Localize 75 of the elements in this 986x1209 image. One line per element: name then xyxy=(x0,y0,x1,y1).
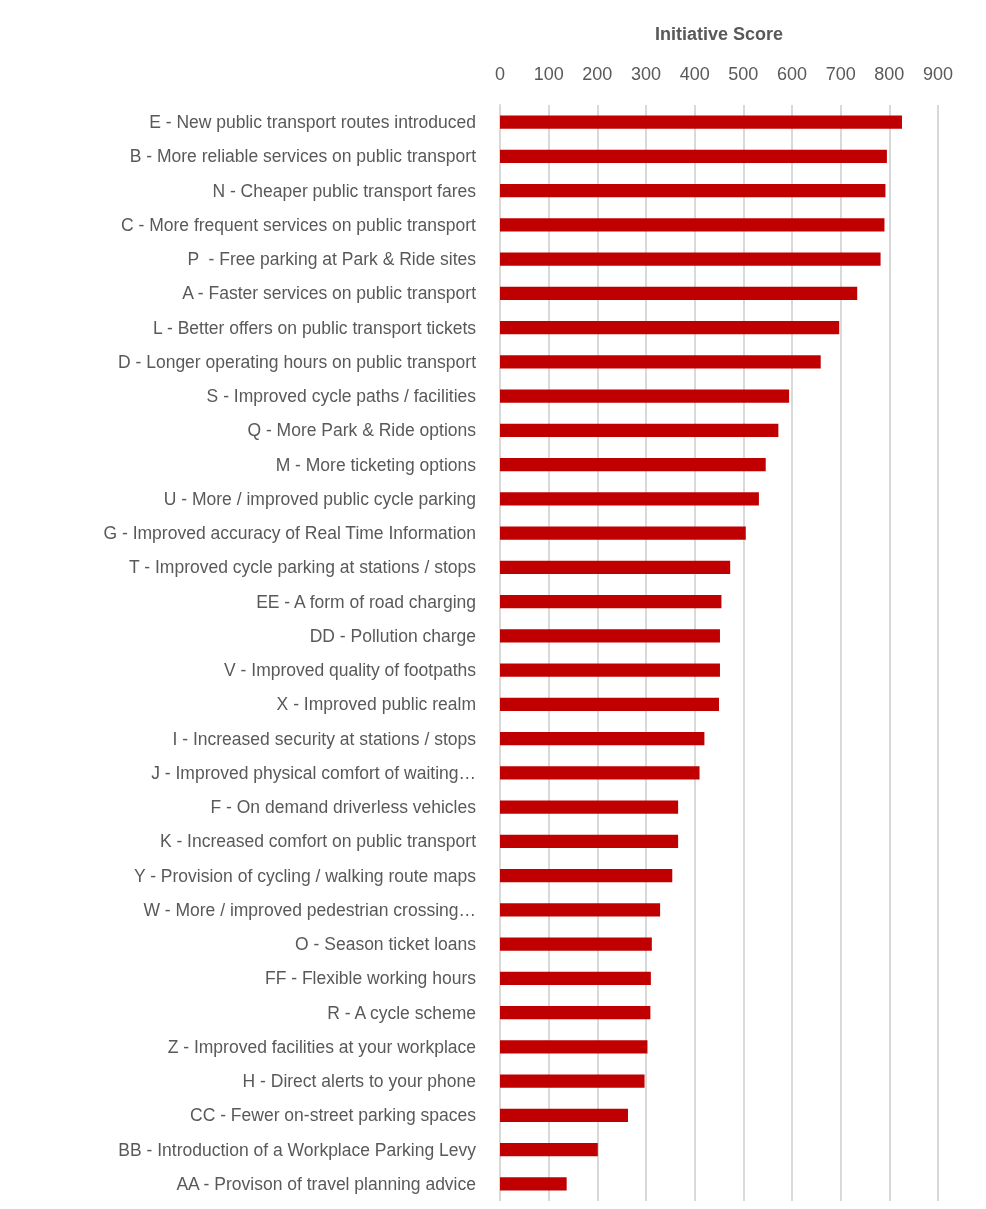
bar xyxy=(500,252,881,266)
y-tick-label: A - Faster services on public transport xyxy=(182,283,477,304)
bar xyxy=(500,389,790,403)
bar xyxy=(500,766,700,780)
y-tick-label: S - Improved cycle paths / facilities xyxy=(206,386,477,407)
bar xyxy=(500,595,722,609)
x-tick-label: 500 xyxy=(728,64,759,84)
bar xyxy=(500,526,746,540)
bar xyxy=(500,834,679,848)
bar xyxy=(500,560,731,574)
bar xyxy=(500,1143,598,1157)
bar xyxy=(500,1040,648,1054)
bar xyxy=(500,903,661,917)
bar xyxy=(500,355,821,369)
bar xyxy=(500,937,652,951)
bar xyxy=(500,1177,567,1191)
bar xyxy=(500,115,902,129)
y-tick-label: U - More / improved public cycle parking xyxy=(163,488,476,509)
x-tick-label: 0 xyxy=(494,64,506,84)
bar xyxy=(500,458,766,472)
x-tick-label: 100 xyxy=(533,64,564,84)
bar xyxy=(500,697,719,711)
y-tick-label: E - New public transport routes introduced xyxy=(149,112,476,133)
bar xyxy=(500,423,779,437)
bar xyxy=(500,663,720,677)
y-tick-label: EE - A form of road charging xyxy=(256,591,476,612)
bar xyxy=(500,732,705,746)
y-tick-label: B - More reliable services on public transport xyxy=(129,146,477,167)
bar xyxy=(500,869,673,883)
y-tick-label: BB - Introduction of a Workplace Parking Levy xyxy=(118,1139,477,1160)
y-tick-label: N - Cheaper public transport fares xyxy=(212,180,477,201)
y-tick-label: K - Increased comfort on public transport xyxy=(159,831,477,852)
bar xyxy=(500,1108,628,1122)
y-tick-label: P - Free parking at Park & Ride sites xyxy=(187,249,477,270)
bar xyxy=(500,184,886,198)
bar xyxy=(500,286,858,300)
y-tick-label: F - On demand driverless vehicles xyxy=(210,797,477,818)
bar xyxy=(500,218,885,232)
y-tick-label: D - Longer operating hours on public transport xyxy=(118,351,477,372)
bar xyxy=(500,149,887,163)
y-tick-label: FF - Flexible working hours xyxy=(264,968,477,989)
y-tick-label: V - Improved quality of footpaths xyxy=(224,660,477,681)
y-tick-label: Q - More Park & Ride options xyxy=(247,420,477,441)
x-tick-label: 600 xyxy=(776,64,808,84)
x-tick-label: 800 xyxy=(874,64,905,84)
y-tick-label: R - A cycle scheme xyxy=(327,1002,476,1023)
x-tick-label: 700 xyxy=(825,64,856,84)
x-axis-title: Initiative Score xyxy=(654,24,784,44)
y-tick-label: T - Improved cycle parking at stations / stops xyxy=(129,557,477,578)
bar xyxy=(500,800,679,814)
bar xyxy=(500,321,840,335)
y-tick-label: M - More ticketing options xyxy=(275,454,477,475)
y-tick-label: J - Improved physical comfort of waiting… xyxy=(151,762,476,783)
y-tick-label: I - Increased security at stations / stops xyxy=(172,728,477,749)
y-tick-label: O - Season ticket loans xyxy=(295,934,477,955)
bar xyxy=(500,629,720,643)
y-tick-label: DD - Pollution charge xyxy=(309,625,476,646)
bar xyxy=(500,1006,651,1020)
y-tick-label: C - More frequent services on public transport xyxy=(120,214,477,235)
bar xyxy=(500,492,759,506)
y-tick-label: G - Improved accuracy of Real Time Information xyxy=(103,523,476,544)
y-tick-label: AA - Provison of travel planning advice xyxy=(176,1173,476,1194)
y-tick-label: W - More / improved pedestrian crossing… xyxy=(143,899,476,920)
y-tick-label: Y - Provision of cycling / walking route maps xyxy=(133,865,477,886)
bar xyxy=(500,971,651,985)
x-tick-label: 300 xyxy=(630,64,662,84)
x-tick-label: 200 xyxy=(582,64,613,84)
y-tick-label: X - Improved public realm xyxy=(276,694,476,715)
y-tick-label: CC - Fewer on-street parking spaces xyxy=(190,1105,477,1126)
x-tick-label: 400 xyxy=(679,64,710,84)
bar xyxy=(500,1074,645,1088)
y-tick-label: Z - Improved facilities at your workplace xyxy=(167,1036,476,1057)
y-tick-label: H - Direct alerts to your phone xyxy=(242,1071,476,1092)
x-tick-label: 900 xyxy=(922,64,954,84)
y-tick-label: L - Better offers on public transport tickets xyxy=(153,317,477,338)
